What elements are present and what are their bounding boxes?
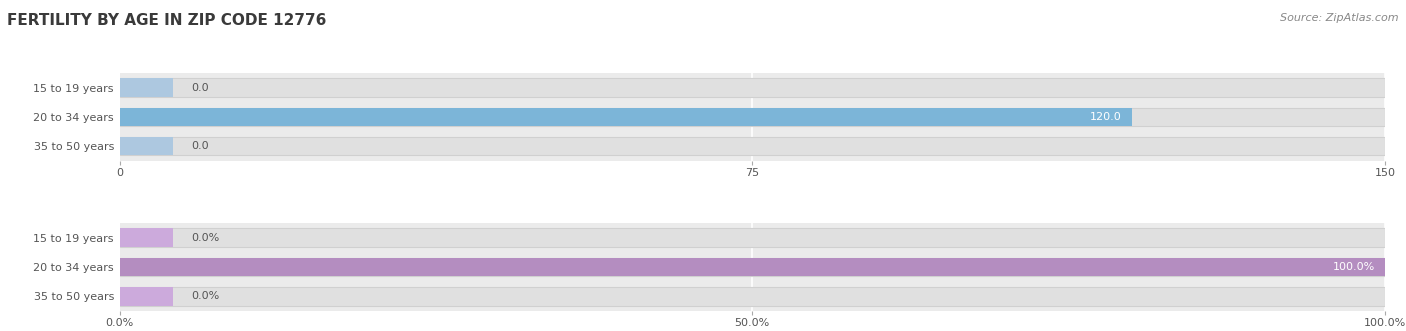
Bar bbox=[120, 258, 1385, 276]
Bar bbox=[120, 78, 1385, 97]
Bar bbox=[120, 287, 1385, 306]
Bar bbox=[120, 137, 173, 156]
Text: FERTILITY BY AGE IN ZIP CODE 12776: FERTILITY BY AGE IN ZIP CODE 12776 bbox=[7, 13, 326, 28]
Bar bbox=[120, 258, 1385, 276]
Text: 0.0: 0.0 bbox=[191, 82, 209, 93]
Bar bbox=[120, 78, 173, 97]
Bar bbox=[120, 228, 173, 247]
Text: 0.0%: 0.0% bbox=[191, 233, 219, 243]
Bar bbox=[120, 108, 1132, 126]
Bar bbox=[120, 108, 1385, 126]
Bar bbox=[120, 228, 1385, 247]
Bar bbox=[120, 287, 173, 306]
Bar bbox=[120, 137, 1385, 156]
Text: 100.0%: 100.0% bbox=[1333, 262, 1375, 272]
Text: 120.0: 120.0 bbox=[1090, 112, 1122, 122]
Text: 0.0: 0.0 bbox=[191, 141, 209, 151]
Text: 0.0%: 0.0% bbox=[191, 291, 219, 302]
Text: Source: ZipAtlas.com: Source: ZipAtlas.com bbox=[1281, 13, 1399, 23]
